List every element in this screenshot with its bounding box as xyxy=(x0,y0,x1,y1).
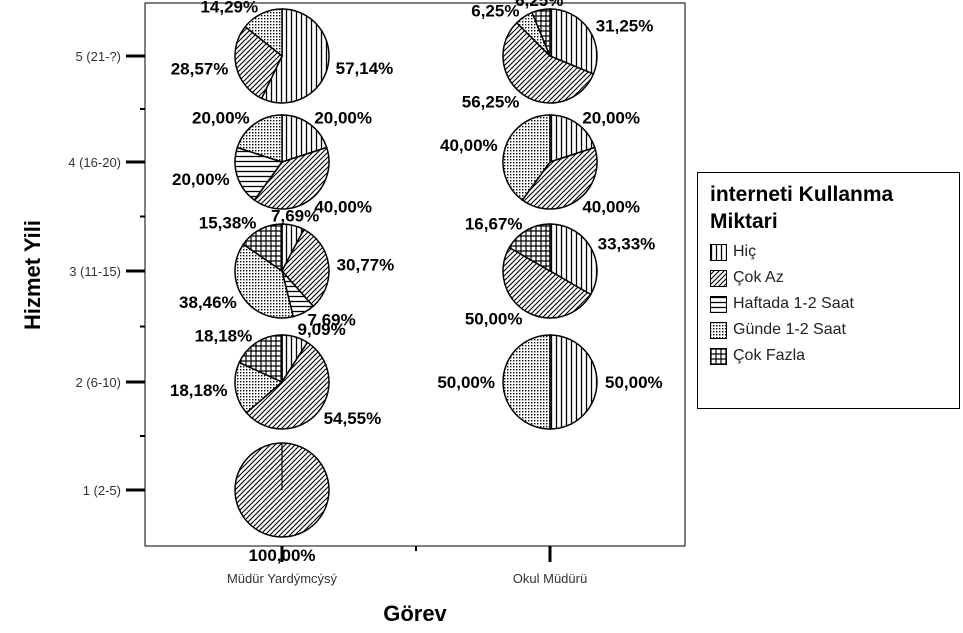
pie-slice xyxy=(531,8,551,57)
legend-item: Hiç xyxy=(710,239,947,265)
legend-swatch xyxy=(710,321,727,339)
x-axis-title: Görev xyxy=(383,601,447,626)
pie: 20,00% 40,00% 20,00% 20,00% xyxy=(172,109,372,217)
pie-slice-label: 40,00% xyxy=(314,197,372,216)
pie-slice-label: 30,77% xyxy=(337,255,395,274)
pie: 33,33% 50,00% 16,67% xyxy=(465,214,655,328)
pie-slice xyxy=(260,8,330,104)
pie-slice-label: 40,00% xyxy=(582,197,640,216)
legend-label: Çok Az xyxy=(733,269,784,286)
pie-slice xyxy=(521,146,598,210)
y-tick-label: 3 (11-15) xyxy=(69,264,121,279)
pie-slice xyxy=(238,334,283,384)
y-tick-label: 4 (16-20) xyxy=(68,155,121,170)
pie-slice xyxy=(234,361,284,414)
pie-slice-label: 28,57% xyxy=(171,59,229,78)
legend-item: Haftada 1-2 Saat xyxy=(710,291,947,317)
x-tick-label: Okul Müdürü xyxy=(513,571,587,586)
x-axis: Müdür Yardýmcýsý Okul Müdürü xyxy=(227,546,587,586)
pie-slice-label: 20,00% xyxy=(172,170,230,189)
pie-slice xyxy=(502,114,551,202)
pie-slice-label: 15,38% xyxy=(199,213,257,232)
pie-slice-label: 7,69% xyxy=(271,207,319,226)
y-tick-label: 2 (6-10) xyxy=(75,375,121,390)
legend: interneti Kullanma Miktari Hiç Çok Az Haft… xyxy=(697,172,960,409)
legend-item: Çok Fazla xyxy=(710,343,947,369)
pie-slice-label: 6,25% xyxy=(515,0,563,10)
pie-slice-label: 50,00% xyxy=(465,310,523,329)
pie: 20,00% 40,00% 40,00% xyxy=(440,109,640,217)
pie-slice-label: 20,00% xyxy=(582,109,640,128)
pie-slice xyxy=(502,21,595,104)
y-axis-title: Hizmet Yili xyxy=(20,220,45,330)
pie-slice-label: 100,00% xyxy=(248,546,315,565)
legend-label: Hiç xyxy=(733,243,757,260)
pie-slice-label: 31,25% xyxy=(596,16,654,35)
y-tick-label: 1 (2-5) xyxy=(83,483,121,498)
legend-label: Günde 1-2 Saat xyxy=(733,321,846,338)
plot-area xyxy=(144,2,686,547)
pie-slice xyxy=(549,8,598,75)
pie: 9,09% 54,55% 18,18% 18,18% xyxy=(170,320,382,430)
pie-slice xyxy=(502,246,592,319)
pie-slice-label: 7,69% xyxy=(308,311,356,330)
pie-slice-label: 18,18% xyxy=(170,381,228,400)
y-tick-label: 5 (21-?) xyxy=(75,49,121,64)
pie-slice-label: 20,00% xyxy=(192,109,250,128)
legend-swatch xyxy=(710,347,727,365)
pie: 57,14% 28,57% 14,29% xyxy=(171,0,394,104)
pie: 50,00% 50,00% xyxy=(437,334,663,430)
pie-slice xyxy=(281,114,328,164)
pie-slice-label: 57,14% xyxy=(336,59,394,78)
pie-slice-label: 50,00% xyxy=(605,373,663,392)
x-tick-label: Müdür Yardýmcýsý xyxy=(227,571,338,586)
pie: 31,25% 56,25% 6,25%6,25% xyxy=(462,0,654,112)
pie-slice-label: 20,00% xyxy=(314,109,372,128)
pie-slice xyxy=(508,223,551,273)
pie-slice xyxy=(234,25,283,100)
legend-item: Çok Az xyxy=(710,265,947,291)
pie-slice-label: 6,25% xyxy=(471,1,519,20)
legend-item: Günde 1-2 Saat xyxy=(710,317,947,343)
pie-slice xyxy=(281,228,330,308)
pie-slice xyxy=(549,223,598,296)
pie-slice-label: 14,29% xyxy=(200,0,258,16)
pie: 100,00% xyxy=(234,442,330,565)
pie-slice-label: 40,00% xyxy=(440,136,498,155)
pie-slice xyxy=(244,8,283,58)
pie: 7,69% 30,77% 7,69% 38,46% 15,38% xyxy=(179,207,394,330)
pie-slice-label: 50,00% xyxy=(437,373,495,392)
pie-slice-label: 54,55% xyxy=(324,409,382,428)
pie-slice xyxy=(253,146,330,210)
pie-slice-label: 16,67% xyxy=(465,214,523,233)
y-axis: 1 (2-5) 2 (6-10) 3 (11-15) 4 (16-20) 5 (21-?… xyxy=(68,49,145,498)
pie-slice-label: 33,33% xyxy=(598,234,656,253)
pie-slice xyxy=(236,114,283,164)
pie-slice-label: 56,25% xyxy=(462,93,520,112)
pie-slice xyxy=(245,341,330,430)
legend-swatch xyxy=(710,243,727,261)
legend-swatch xyxy=(710,295,727,313)
pie-group: 57,14% 28,57% 14,29% 31,25% 56,25% 6,25%6,25%… xyxy=(170,0,663,565)
pie-slice xyxy=(234,243,295,319)
legend-swatch xyxy=(710,269,727,287)
pie-slice xyxy=(502,334,551,430)
legend-label: Çok Fazla xyxy=(733,347,806,364)
pie-slice xyxy=(549,114,596,164)
pie-slice-label: 18,18% xyxy=(195,327,253,346)
pie-slice-label: 9,09% xyxy=(297,320,345,339)
pie-slice xyxy=(234,146,284,202)
pie-slice-label: 38,46% xyxy=(179,293,237,312)
pie-slice xyxy=(242,223,283,273)
legend-label: Haftada 1-2 Saat xyxy=(733,295,854,312)
pie-slice xyxy=(549,334,598,430)
legend-title: interneti Kullanma Miktari xyxy=(710,183,894,233)
